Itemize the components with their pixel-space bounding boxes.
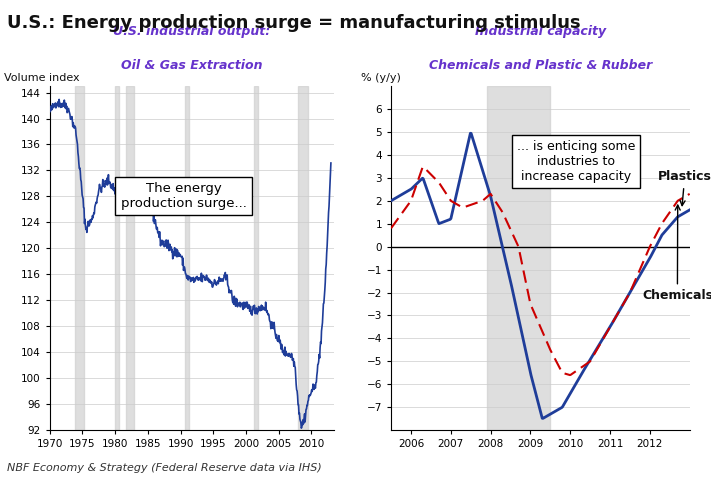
Text: Oil & Gas Extraction: Oil & Gas Extraction bbox=[121, 59, 263, 72]
Bar bbox=[185, 86, 189, 430]
Text: Plastics: Plastics bbox=[658, 170, 711, 206]
Text: The energy
production surge...: The energy production surge... bbox=[120, 182, 247, 210]
Text: U.S.: Energy production surge = manufacturing stimulus: U.S.: Energy production surge = manufact… bbox=[7, 14, 581, 33]
Text: Volume index: Volume index bbox=[4, 73, 80, 83]
Bar bbox=[75, 86, 84, 430]
Bar bbox=[298, 86, 308, 430]
Text: Chemicals: Chemicals bbox=[642, 205, 711, 303]
Text: ... is enticing some
industries to
increase capacity: ... is enticing some industries to incre… bbox=[517, 140, 636, 183]
Text: U.S. industrial output:: U.S. industrial output: bbox=[113, 25, 271, 38]
Text: NBF Economy & Strategy (Federal Reserve data via IHS): NBF Economy & Strategy (Federal Reserve … bbox=[7, 463, 322, 473]
Bar bbox=[115, 86, 119, 430]
Text: % (y/y): % (y/y) bbox=[361, 73, 401, 83]
Bar bbox=[126, 86, 134, 430]
Bar bbox=[486, 86, 550, 430]
Bar bbox=[255, 86, 258, 430]
Text: Industrial capacity: Industrial capacity bbox=[475, 25, 606, 38]
Text: Chemicals and Plastic & Rubber: Chemicals and Plastic & Rubber bbox=[429, 59, 652, 72]
